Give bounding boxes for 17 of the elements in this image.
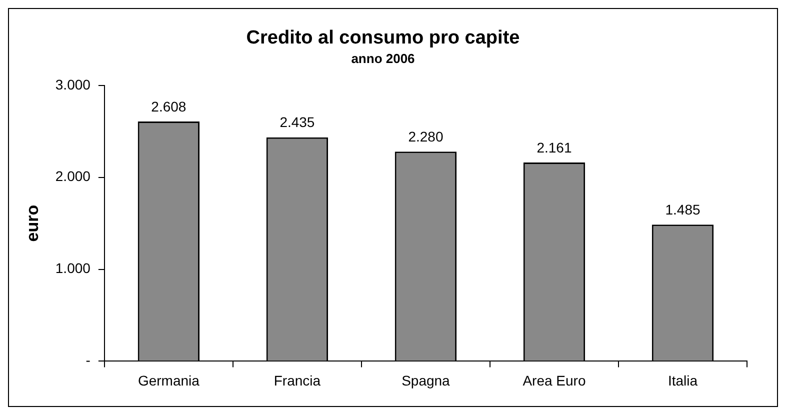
x-tick-label: Spagna: [402, 372, 450, 388]
chart-subtitle: anno 2006: [351, 51, 415, 66]
data-label: 2.435: [280, 114, 315, 130]
data-label: 2.161: [536, 139, 572, 156]
y-tick-label: 1.000: [55, 260, 91, 276]
x-tick-label: Italia: [668, 372, 698, 388]
x-tick-label: Area Euro: [522, 372, 586, 388]
x-tick-label: Germania: [138, 372, 200, 388]
y-tick-label: -: [86, 352, 91, 368]
data-label: 2.608: [151, 98, 186, 114]
y-tick-label: 3.000: [55, 76, 91, 92]
y-tick-label: 2.000: [55, 168, 91, 184]
y-axis-title: euro: [22, 204, 42, 242]
x-tick-label: Francia: [274, 372, 321, 388]
chart-title: Credito al consumo pro capite: [246, 28, 520, 49]
data-label: 2.280: [408, 128, 444, 144]
data-label: 1.485: [665, 202, 700, 218]
